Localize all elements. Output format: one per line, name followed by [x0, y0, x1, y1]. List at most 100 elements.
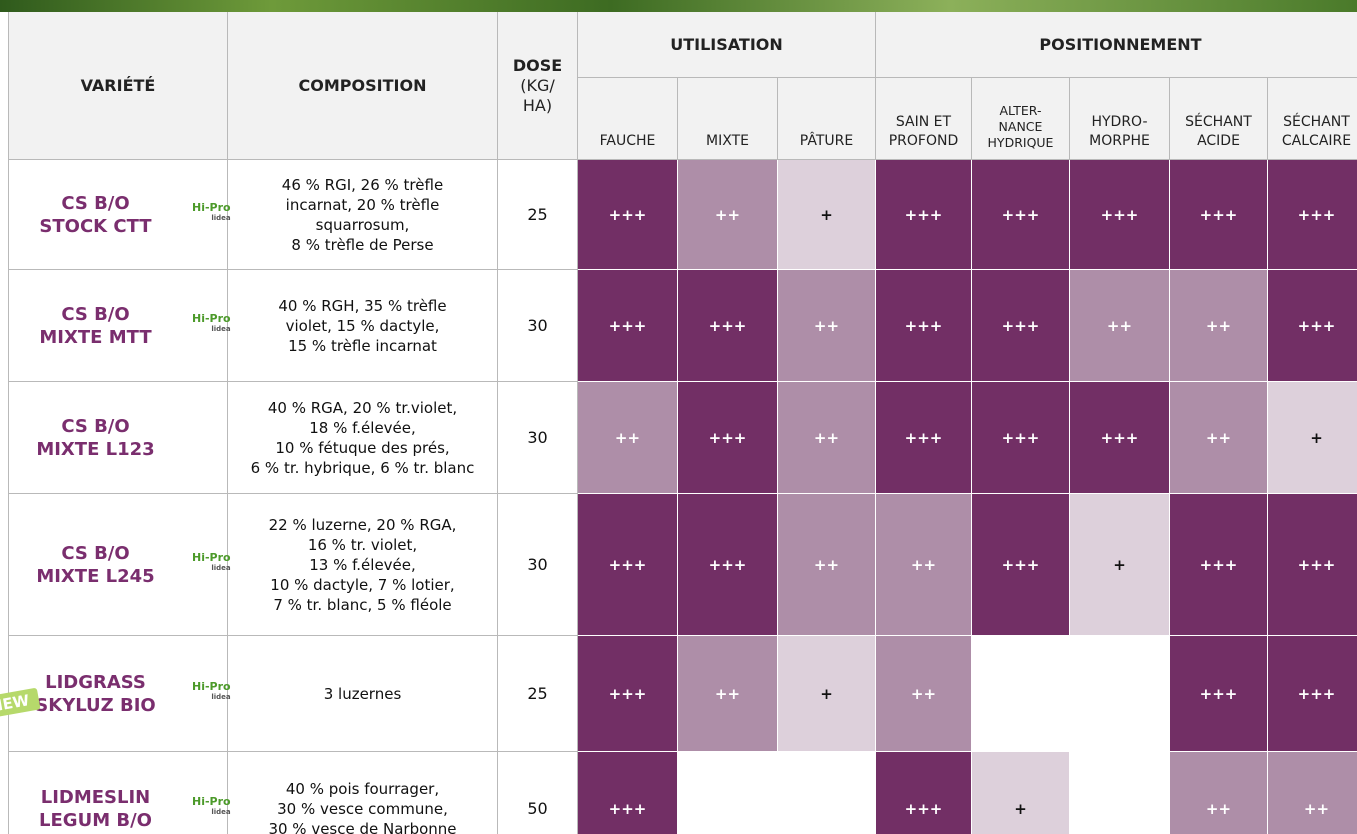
rating: +++ — [608, 205, 647, 224]
rating: ++ — [1106, 316, 1133, 335]
column-header-text: FAUCHE — [599, 133, 656, 149]
composition-line: 8 % trèfle de Perse — [291, 235, 434, 254]
variety-cell: CS B/O STOCK CTT — [8, 160, 228, 270]
rating: +++ — [904, 428, 943, 447]
group-title: UTILISATION — [670, 35, 783, 54]
column-header-text: SÉCHANT — [1185, 114, 1252, 130]
rating-cell: +++ — [972, 160, 1070, 270]
rating-cell: +++ — [678, 494, 778, 636]
rating: ++ — [714, 684, 741, 703]
rating-cell: +++ — [578, 752, 678, 834]
rating-cell: + — [1268, 382, 1357, 494]
rating-cell: ++ — [1170, 382, 1268, 494]
rating: +++ — [1199, 555, 1238, 574]
header-cell: COMPOSITION — [228, 12, 498, 160]
variety-cell: CS B/O MIXTE L245 — [8, 494, 228, 636]
column-header-text: HYDRO- — [1091, 114, 1148, 130]
dose-value: 25 — [527, 204, 548, 224]
variety-name: MIXTE MTT — [39, 326, 152, 348]
logo-text: Hi-Pro — [192, 312, 231, 325]
rating: ++ — [910, 555, 937, 574]
column-header-text: SAIN ET — [895, 114, 952, 130]
rating-cell: +++ — [876, 270, 972, 382]
rating-cell: ++ — [778, 270, 876, 382]
column-header-text: MIXTE — [706, 133, 749, 149]
rating-cell — [778, 752, 876, 834]
rating-cell: +++ — [1170, 494, 1268, 636]
hi-pro-logo: Hi-Pro lidea — [192, 312, 231, 334]
dose-cell: 30 — [498, 494, 578, 636]
grass-banner — [0, 0, 1357, 12]
rating: +++ — [1100, 205, 1139, 224]
composition-cell: 22 % luzerne, 20 % RGA, 16 % tr. violet, 1… — [228, 494, 498, 636]
group-header: UTILISATION — [578, 12, 876, 78]
rating-cell: ++ — [678, 160, 778, 270]
variety-name: CS B/O — [61, 542, 130, 564]
composition-cell: 40 % pois fourrager, 30 % vesce commune, 3… — [228, 752, 498, 834]
variety-cell: CS B/O MIXTE MTT — [8, 270, 228, 382]
logo-sub: lidea — [211, 808, 231, 816]
dose-value: 50 — [527, 798, 548, 818]
rating-cell — [1070, 636, 1170, 752]
rating: ++ — [1205, 799, 1232, 818]
rating-cell: +++ — [678, 382, 778, 494]
dose-cell: 25 — [498, 160, 578, 270]
variety-name: LEGUM B/O — [39, 809, 152, 831]
rating-cell: ++ — [876, 636, 972, 752]
rating: ++ — [1303, 799, 1330, 818]
rating-cell: + — [1070, 494, 1170, 636]
rating: +++ — [904, 316, 943, 335]
rating: +++ — [1001, 316, 1040, 335]
dose-cell: 25 — [498, 636, 578, 752]
rating: +++ — [1199, 684, 1238, 703]
rating: ++ — [910, 684, 937, 703]
column-header-text: SÉCHANT — [1283, 114, 1350, 130]
header-text: VARIÉTÉ — [80, 76, 156, 95]
logo-text: Hi-Pro — [192, 680, 231, 693]
composition-cell: 40 % RGA, 20 % tr.violet, 18 % f.élevée, 1… — [228, 382, 498, 494]
dose-value: 30 — [527, 315, 548, 335]
rating: +++ — [1001, 555, 1040, 574]
rating-cell: +++ — [972, 270, 1070, 382]
column-header-text: PROFOND — [888, 133, 959, 149]
composition-line: 10 % fétuque des prés, — [275, 438, 450, 457]
composition-line: squarrosum, — [315, 215, 410, 234]
rating: +++ — [1297, 684, 1336, 703]
variety-cell: LIDMESLIN LEGUM B/O — [8, 752, 228, 834]
rating-cell — [972, 636, 1070, 752]
composition-line: 16 % tr. violet, — [307, 535, 418, 554]
column-header: SÉCHANT ACIDE — [1170, 78, 1268, 160]
rating: +++ — [1199, 205, 1238, 224]
rating: +++ — [904, 799, 943, 818]
variety-name: CS B/O — [61, 415, 130, 437]
rating: + — [820, 684, 833, 703]
composition-line: 6 % tr. hybrique, 6 % tr. blanc — [250, 458, 475, 477]
logo-text: Hi-Pro — [192, 201, 231, 214]
rating-cell: +++ — [1170, 636, 1268, 752]
composition-cell: 3 luzernes — [228, 636, 498, 752]
column-header-text: ACIDE — [1197, 133, 1240, 149]
rating-cell: + — [972, 752, 1070, 834]
composition-line: 22 % luzerne, 20 % RGA, — [268, 515, 457, 534]
rating-cell: +++ — [972, 494, 1070, 636]
hi-pro-logo: Hi-Pro lidea — [192, 552, 231, 573]
composition-line: 30 % vesce commune, — [277, 799, 448, 818]
variety-name: LIDMESLIN — [40, 786, 151, 808]
dose-cell: 30 — [498, 382, 578, 494]
header-cell: VARIÉTÉ — [8, 12, 228, 160]
variety-name: STOCK CTT — [39, 215, 152, 237]
dose-cell: 30 — [498, 270, 578, 382]
column-header: SÉCHANT CALCAIRE — [1268, 78, 1357, 160]
composition-line: 15 % trèfle incarnat — [288, 336, 437, 355]
rating-cell: + — [778, 160, 876, 270]
rating-cell — [1070, 752, 1170, 834]
logo-sub: lidea — [211, 214, 231, 222]
header-text: (KG/ — [520, 75, 555, 95]
rating-cell: + — [778, 636, 876, 752]
rating: +++ — [1297, 555, 1336, 574]
column-header-text: HYDRIQUE — [987, 135, 1054, 150]
rating: ++ — [714, 205, 741, 224]
rating-cell: ++ — [1170, 270, 1268, 382]
rating-cell: ++ — [1170, 752, 1268, 834]
